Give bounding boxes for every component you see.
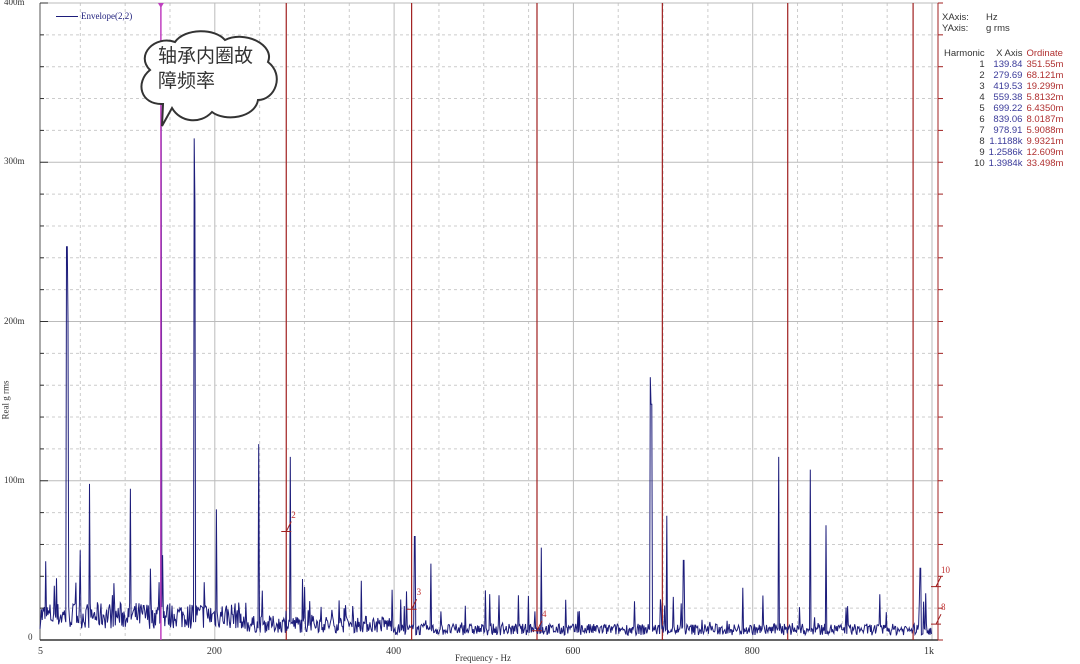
harmonic-ordinate: 9.9321m — [1026, 136, 1064, 147]
harmonic-ordinate: 33.498m — [1026, 158, 1064, 169]
xaxis-unit: Hz — [986, 12, 998, 23]
harmonic-row: 6 839.06 8.0187m — [942, 114, 1065, 125]
x-tick-label: 200 — [206, 646, 222, 657]
harmonic-marker-label: 8 — [941, 602, 946, 613]
callout-cloud — [140, 30, 278, 127]
harmonic-number: 7 — [979, 125, 985, 136]
harmonic-number: 4 — [979, 92, 985, 103]
harmonic-marker-label: 2 — [291, 509, 296, 520]
harmonic-row: 4 559.38 5.8132m — [942, 92, 1065, 103]
harmonic-number: 10 — [974, 158, 985, 169]
harmonic-frequency: 699.22 — [993, 103, 1023, 114]
harmonic-row: 2 279.69 68.121m — [942, 70, 1065, 81]
x-axis-label: Frequency - Hz — [455, 653, 511, 663]
spectrum-series-line — [39, 79, 932, 637]
harmonic-frequency: 559.38 — [993, 92, 1023, 103]
harmonic-number: 9 — [979, 147, 985, 158]
harmonic-ordinate: 68.121m — [1026, 70, 1064, 81]
harmonic-marker-label: 3 — [416, 587, 422, 598]
harmonic-frequency: 1.2586k — [988, 147, 1023, 158]
harmonic-frequency: 279.69 — [993, 70, 1023, 81]
y-tick-label: 400m — [4, 0, 25, 7]
harmonic-row: 3 419.53 19.299m — [942, 81, 1065, 92]
harmonic-ordinate: 5.8132m — [1026, 92, 1064, 103]
harmonic-row: 8 1.1188k 9.9321m — [942, 136, 1065, 147]
x-tick-label: 5 — [38, 646, 43, 657]
harmonic-frequency: 978.91 — [993, 125, 1023, 136]
header-ordinate: Ordinate — [1026, 48, 1063, 59]
harmonic-frequency: 1.1188k — [989, 136, 1023, 147]
callout-text: 轴承内圈故 障频率 — [158, 44, 288, 94]
harmonic-ordinate: 5.9088m — [1026, 125, 1064, 136]
header-xaxis: X Axis — [996, 48, 1023, 59]
x-tick-label: 400 — [386, 646, 402, 657]
harmonic-marker — [931, 576, 942, 588]
x-tick-label: 600 — [565, 646, 581, 657]
harmonic-ordinate: 19.299m — [1026, 81, 1064, 92]
harmonic-ordinate: 8.0187m — [1026, 114, 1064, 125]
harmonic-frequency: 839.06 — [993, 114, 1023, 125]
harmonic-frequency: 419.53 — [993, 81, 1023, 92]
harmonic-number: 1 — [979, 59, 985, 70]
harmonic-ordinate: 12.609m — [1026, 147, 1064, 158]
y-tick-label: 100m — [4, 474, 25, 485]
x-tick-label: 1k — [924, 646, 934, 657]
callout-line: 障频率 — [158, 71, 216, 92]
harmonic-ordinate: 6.4350m — [1026, 103, 1064, 114]
y-axis-label: Real g rms — [0, 380, 11, 420]
harmonic-row: 9 1.2586k 12.609m — [942, 147, 1065, 158]
xaxis-key: XAxis: — [942, 12, 969, 23]
harmonic-row: 7 978.91 5.9088m — [942, 125, 1065, 136]
harmonic-number: 5 — [979, 103, 985, 114]
harmonic-row: 5 699.22 6.4350m — [942, 103, 1065, 114]
legend-swatch — [56, 15, 78, 17]
harmonic-ordinate: 351.55m — [1026, 59, 1064, 70]
harmonic-row: 1 139.84 351.55m — [942, 59, 1065, 70]
harmonic-marker — [406, 599, 418, 610]
harmonic-number: 3 — [979, 81, 985, 92]
harmonic-info-panel: XAxis: Hz YAxis: g rms Harmonic X Axis Ordin… — [942, 12, 1065, 169]
yaxis-key: YAxis: — [942, 23, 969, 34]
x-tick-label: 800 — [744, 646, 760, 657]
cursor-marker-icon — [157, 3, 164, 8]
harmonic-marker-label: 4 — [541, 608, 547, 619]
callout-line: 轴承内圈故 — [158, 46, 254, 67]
legend-label: Envelope(2,2) — [81, 11, 133, 21]
harmonic-frequency: 1.3984k — [988, 158, 1023, 169]
harmonic-number: 2 — [979, 70, 985, 81]
y-tick-label: 0 — [28, 632, 33, 642]
harmonic-marker — [931, 613, 942, 625]
harmonic-number: 6 — [979, 114, 985, 125]
harmonic-table: Harmonic X Axis Ordinate 1 139.84 351.55m 2 27… — [942, 48, 1065, 169]
y-tick-label: 300m — [4, 156, 25, 167]
legend: Envelope(2,2) — [56, 11, 132, 21]
harmonic-marker-label: 10 — [941, 564, 950, 575]
yaxis-unit: g rms — [986, 23, 1010, 34]
harmonic-frequency: 139.84 — [993, 59, 1023, 70]
header-harmonic: Harmonic — [944, 48, 985, 59]
harmonic-row: 10 1.3984k 33.498m — [942, 158, 1065, 169]
harmonic-marker — [281, 521, 292, 533]
harmonic-marker — [531, 620, 543, 632]
y-tick-label: 200m — [4, 315, 25, 326]
harmonic-number: 8 — [979, 136, 985, 147]
